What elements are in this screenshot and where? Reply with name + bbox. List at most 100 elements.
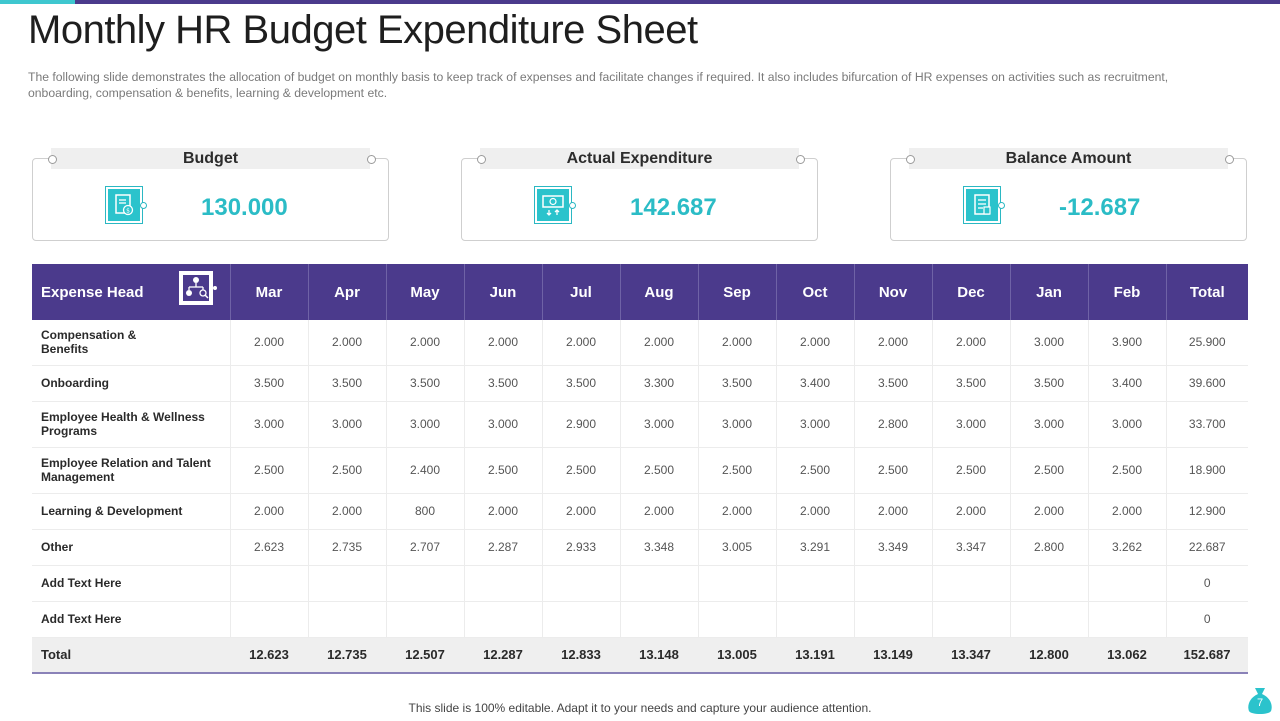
total-cell: 13.149 [854,637,932,674]
table-cell: 3.900 [1088,320,1167,366]
table-cell: 2.933 [542,529,621,566]
table-cell: 2.800 [854,401,933,448]
table-cell: 2.800 [1010,529,1089,566]
row-label: Compensation & Benefits [32,320,231,366]
table-cell [464,601,543,638]
table-cell: 3.500 [308,365,387,402]
table-row: Compensation & Benefits 2.000 2.000 2.000 2.… [32,320,1248,366]
table-cell: 2.000 [620,320,699,366]
card-dot [796,155,805,164]
table-row: Employee Relation and Talent Management 2… [32,447,1248,494]
table-cell: 2.623 [230,529,309,566]
table-cell: 2.000 [308,493,387,530]
table-cell [386,565,465,602]
table-cell: 2.287 [464,529,543,566]
table-cell: 3.291 [776,529,855,566]
column-header-feb: Feb [1088,264,1167,320]
table-cell [854,565,933,602]
table-cell: 3.500 [932,365,1011,402]
table-cell [542,601,621,638]
card-dot [1225,155,1234,164]
page-number: 7 [1256,697,1264,709]
table-row: Add Text Here 0 [32,565,1248,602]
total-row-label: Total [32,637,230,674]
table-row: Learning & Development 2.000 2.000 800 2.000… [32,493,1248,530]
table-cell: 3.300 [620,365,699,402]
table-cell: 3.500 [386,365,465,402]
table-cell: 2.500 [776,447,855,494]
row-label: Add Text Here [32,601,231,638]
table-cell: 2.500 [230,447,309,494]
table-body: Compensation & Benefits 2.000 2.000 2.000 2.… [32,320,1248,674]
table-cell: 3.000 [776,401,855,448]
total-cell: 12.287 [464,637,542,674]
expense-table: Expense Head Mar Apr May Jun Jul Aug Sep Oct Nov D… [32,264,1248,674]
column-header-jun: Jun [464,264,543,320]
table-cell: 3.000 [1088,401,1167,448]
row-total-cell: 0 [1166,601,1248,638]
table-cell: 3.000 [464,401,543,448]
table-cell: 2.500 [1010,447,1089,494]
svg-text:$: $ [126,208,130,215]
table-cell: 2.000 [932,493,1011,530]
table-cell: 3.500 [464,365,543,402]
column-header-label: Expense Head [41,283,144,301]
table-cell: 3.000 [620,401,699,448]
row-total-cell: 25.900 [1166,320,1248,366]
column-header-expense-head: Expense Head [32,264,231,320]
card-dot [48,155,57,164]
table-cell: 2.000 [854,320,933,366]
table-cell: 2.500 [542,447,621,494]
table-cell [308,601,387,638]
table-cell: 2.000 [230,320,309,366]
row-total-cell: 22.687 [1166,529,1248,566]
table-row: Onboarding 3.500 3.500 3.500 3.500 3.500 3.300… [32,365,1248,402]
table-cell: 3.262 [1088,529,1167,566]
table-cell: 3.400 [776,365,855,402]
column-header-apr: Apr [308,264,387,320]
table-cell: 3.000 [386,401,465,448]
grand-total-cell: 152.687 [1166,637,1248,674]
total-cell: 12.623 [230,637,308,674]
total-cell: 12.735 [308,637,386,674]
table-cell: 3.000 [698,401,777,448]
table-cell: 2.000 [698,320,777,366]
table-cell [542,565,621,602]
table-cell: 2.000 [464,320,543,366]
table-cell: 3.000 [230,401,309,448]
table-cell: 2.500 [854,447,933,494]
table-cell [308,565,387,602]
table-cell: 2.000 [776,320,855,366]
money-transfer-icon [534,186,576,224]
total-cell: 12.800 [1010,637,1088,674]
table-cell [698,565,777,602]
column-header-mar: Mar [230,264,309,320]
page-subtitle: The following slide demonstrates the all… [28,70,1169,100]
table-cell [230,601,309,638]
org-chart-icon [179,271,217,305]
total-cell: 13.347 [932,637,1010,674]
table-cell: 3.500 [698,365,777,402]
column-header-nov: Nov [854,264,933,320]
table-cell: 2.500 [1088,447,1167,494]
table-row: Employee Health & Wellness Programs 3.000… [32,401,1248,448]
table-cell [620,565,699,602]
table-cell: 3.500 [854,365,933,402]
column-header-jan: Jan [1010,264,1089,320]
total-cell: 13.191 [776,637,854,674]
table-cell [620,601,699,638]
table-header-row: Expense Head Mar Apr May Jun Jul Aug Sep Oct Nov D… [32,264,1248,320]
page-number-badge: 7 [1246,686,1274,716]
balance-amount-card-label: Balance Amount [909,148,1228,169]
budget-value: 130.000 [201,194,288,221]
money-bag-icon [1248,688,1272,714]
table-cell: 2.000 [620,493,699,530]
table-row: Add Text Here 0 [32,601,1248,638]
footer-note: This slide is 100% editable. Adapt it to… [408,701,872,715]
table-cell: 3.500 [1010,365,1089,402]
row-label: Employee Health & Wellness Programs [32,401,231,448]
table-cell [1088,565,1167,602]
table-cell [464,565,543,602]
table-cell: 3.347 [932,529,1011,566]
table-cell: 2.000 [854,493,933,530]
